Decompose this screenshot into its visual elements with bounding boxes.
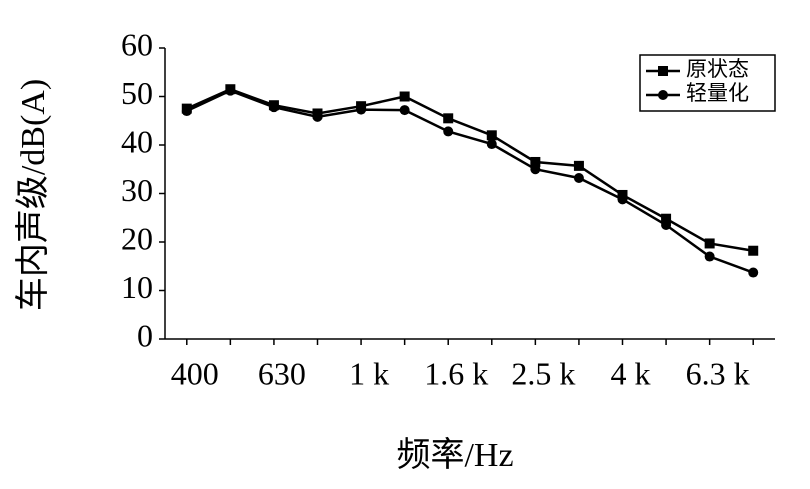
y-tick-label: 10 <box>121 269 153 305</box>
x-tick-label: 630 <box>258 355 306 391</box>
marker <box>661 213 672 224</box>
marker <box>399 105 410 116</box>
marker <box>573 172 584 183</box>
marker <box>573 160 584 171</box>
legend-label: 原状态 <box>686 57 749 81</box>
y-tick-label: 60 <box>121 26 153 62</box>
marker <box>748 267 759 278</box>
marker <box>704 251 715 262</box>
x-tick-label: 6.3 k <box>686 355 750 391</box>
y-tick-label: 50 <box>121 75 153 111</box>
marker <box>399 91 410 102</box>
marker <box>225 85 236 96</box>
marker <box>486 139 497 150</box>
x-tick-label: 4 k <box>611 355 651 391</box>
marker <box>486 130 497 141</box>
y-axis-label: 车内声级/dB(A) <box>14 79 52 311</box>
marker <box>356 104 367 115</box>
marker <box>181 106 192 117</box>
series-line <box>186 87 754 252</box>
y-tick-label: 30 <box>121 172 153 208</box>
x-tick-label: 1 k <box>349 355 389 391</box>
legend-marker <box>658 90 668 100</box>
legend-box <box>639 54 776 112</box>
marker <box>443 113 454 124</box>
y-tick-label: 20 <box>121 220 153 256</box>
x-axis-label: 频率/Hz <box>396 436 513 474</box>
y-tick-label: 0 <box>137 317 153 353</box>
marker <box>530 156 541 167</box>
x-tick-label: 2.5 k <box>511 355 575 391</box>
legend-label: 轻量化 <box>686 81 749 105</box>
x-tick-label: 1.6 k <box>424 355 488 391</box>
x-tick-label: 400 <box>171 355 219 391</box>
marker <box>661 220 672 231</box>
series-line <box>186 89 754 274</box>
marker <box>312 111 323 122</box>
marker <box>748 245 759 256</box>
y-tick-label: 40 <box>121 123 153 159</box>
marker <box>268 102 279 113</box>
marker <box>530 164 541 175</box>
legend-marker <box>658 66 668 76</box>
marker <box>704 238 715 249</box>
marker <box>617 194 628 205</box>
marker <box>443 126 454 137</box>
